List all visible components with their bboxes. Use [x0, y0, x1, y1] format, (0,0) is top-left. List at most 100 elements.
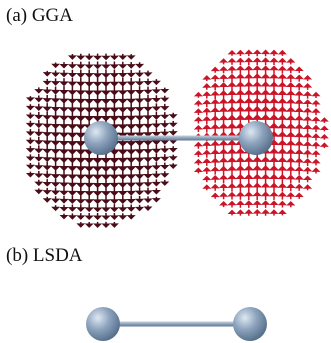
spin-down-arrow — [76, 213, 86, 220]
spin-down-arrow — [67, 118, 78, 130]
spin-up-arrow — [286, 192, 296, 200]
spin-down-arrow — [59, 213, 69, 220]
spin-down-arrow — [50, 187, 61, 196]
spin-up-arrow — [210, 140, 221, 150]
spin-up-arrow — [252, 65, 263, 75]
spin-down-arrow — [75, 160, 87, 172]
spin-down-arrow — [101, 221, 111, 228]
spin-down-arrow — [92, 186, 103, 197]
spin-up-arrow — [201, 124, 212, 133]
spin-up-arrow — [294, 107, 305, 117]
spin-up-arrow — [210, 166, 220, 175]
spin-up-arrow — [202, 166, 212, 175]
spin-down-arrow — [67, 93, 78, 104]
spin-down-arrow — [34, 95, 44, 103]
spin-up-arrow — [277, 49, 287, 56]
spin-down-arrow — [143, 102, 153, 112]
spin-down-arrow — [83, 109, 95, 122]
spin-down-arrow — [109, 93, 120, 105]
spin-up-arrow — [277, 209, 287, 216]
spin-down-arrow — [118, 213, 128, 220]
spin-up-arrow — [210, 90, 220, 100]
spin-up-arrow — [218, 192, 229, 200]
spin-down-arrow — [84, 77, 95, 87]
spin-down-arrow — [117, 195, 128, 204]
spin-down-arrow — [109, 53, 119, 61]
spin-down-arrow — [160, 179, 170, 186]
spin-down-arrow — [59, 94, 69, 104]
spin-down-arrow — [92, 85, 103, 96]
spin-up-arrow — [202, 141, 212, 150]
spin-down-arrow — [42, 136, 53, 146]
spin-down-arrow — [66, 126, 78, 139]
spin-down-arrow — [75, 77, 86, 87]
spin-up-arrow — [311, 141, 321, 149]
gga-atom-2 — [239, 121, 273, 155]
spin-up-arrow — [294, 157, 305, 167]
spin-up-arrow — [235, 57, 246, 65]
spin-down-arrow — [76, 222, 86, 228]
spin-down-arrow — [75, 110, 87, 122]
spin-up-arrow — [277, 73, 288, 83]
spin-up-arrow — [218, 165, 229, 176]
spin-down-arrow — [25, 112, 35, 119]
spin-down-arrow — [109, 101, 120, 113]
spin-down-arrow — [108, 110, 120, 122]
spin-down-arrow — [100, 93, 112, 105]
spin-down-arrow — [51, 196, 61, 204]
spin-down-arrow — [151, 95, 162, 103]
spin-down-arrow — [125, 110, 137, 122]
spin-down-arrow — [125, 127, 137, 139]
spin-down-arrow — [109, 85, 120, 96]
spin-up-arrow — [311, 91, 321, 98]
spin-down-arrow — [109, 204, 120, 213]
gga-dimer — [84, 121, 273, 155]
spin-up-arrow — [311, 124, 321, 133]
spin-up-arrow — [277, 174, 288, 184]
spin-up-arrow — [294, 90, 305, 100]
spin-down-arrow — [34, 87, 44, 94]
spin-down-arrow — [67, 204, 78, 212]
spin-down-arrow — [25, 171, 35, 178]
spin-down-arrow — [117, 152, 129, 164]
spin-down-arrow — [67, 102, 78, 113]
spin-down-arrow — [100, 169, 112, 181]
spin-down-arrow — [151, 188, 161, 195]
spin-down-arrow — [34, 153, 44, 162]
spin-up-arrow — [210, 157, 221, 167]
spin-down-arrow — [67, 110, 78, 122]
spin-down-arrow — [160, 120, 170, 128]
spin-down-arrow — [75, 135, 87, 147]
spin-down-arrow — [84, 177, 95, 189]
spin-down-arrow — [126, 169, 137, 180]
spin-up-arrow — [210, 107, 221, 117]
spin-down-arrow — [151, 196, 161, 203]
spin-up-arrow — [294, 74, 304, 82]
spin-down-arrow — [126, 178, 137, 188]
spin-up-arrow — [260, 57, 271, 66]
spin-down-arrow — [58, 127, 70, 138]
spin-down-arrow — [50, 86, 61, 95]
spin-up-arrow — [277, 182, 288, 192]
spin-up-arrow — [202, 91, 212, 99]
spin-down-arrow — [42, 128, 53, 138]
spin-up-arrow — [218, 183, 229, 192]
spin-down-arrow — [34, 128, 44, 137]
spin-up-arrow — [269, 182, 279, 192]
spin-down-arrow — [160, 112, 170, 120]
spin-up-arrow — [243, 191, 254, 200]
spin-down-arrow — [134, 78, 145, 87]
spin-up-arrow — [260, 65, 271, 75]
spin-up-arrow — [294, 140, 305, 151]
spin-down-arrow — [58, 135, 70, 147]
spin-up-arrow — [202, 184, 212, 191]
spin-down-arrow — [50, 102, 61, 112]
spin-up-arrow — [302, 158, 313, 167]
spin-up-arrow — [219, 201, 229, 208]
spin-down-arrow — [51, 205, 61, 212]
spin-down-arrow — [75, 169, 87, 180]
spin-down-arrow — [25, 162, 35, 170]
spin-up-arrow — [303, 83, 313, 90]
spin-up-arrow — [193, 158, 203, 166]
